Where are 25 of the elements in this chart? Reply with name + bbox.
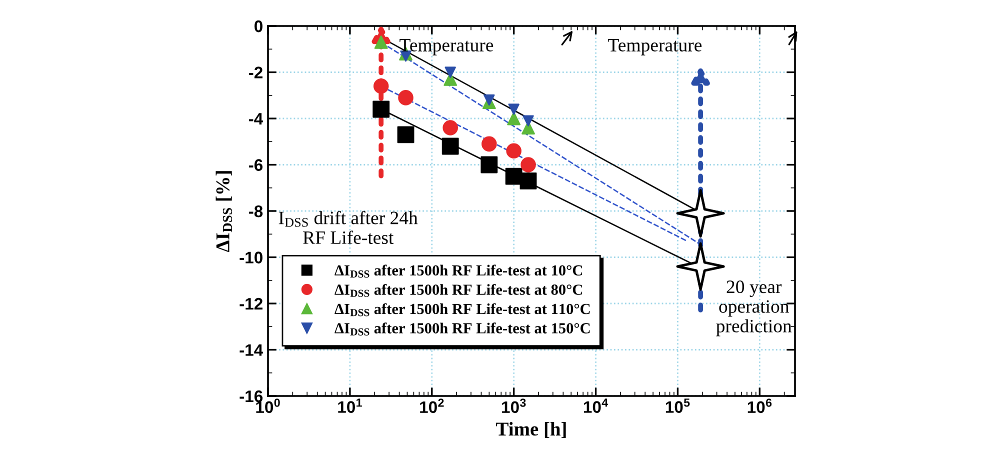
- legend-label: ΔI$_{DSS}$ after 1500h RF Life-test at 10°C: [334, 264, 582, 278]
- y-tick-label: -4: [248, 113, 264, 125]
- y-tick-label: -6: [248, 159, 263, 171]
- y-axis-title: ΔI$_{DSS}$ [%]: [216, 171, 232, 252]
- x-tick-label: 10$^{5}$: [666, 398, 690, 413]
- x-axis-title: Time [h]: [496, 422, 566, 438]
- annotation: Temperature: [608, 39, 702, 56]
- x-tick-label: 10$^{3}$: [502, 398, 526, 414]
- annotation: I$_{DSS}$ drift after 24h RF Life-test: [278, 210, 418, 244]
- x-tick-label: 10$^{4}$: [584, 398, 608, 413]
- legend-label: ΔI$_{DSS}$ after 1500h RF Life-test at 80°C: [334, 284, 582, 297]
- legend-label: ΔI$_{DSS}$ after 1500h RF Life-test at 110°C: [334, 303, 590, 316]
- y-tick-label: -12: [240, 298, 262, 310]
- legend-label: ΔI$_{DSS}$ after 1500h RF Life-test at 150°C: [334, 322, 590, 336]
- annotation: Temperature: [400, 39, 494, 56]
- x-tick-label: 10$^{6}$: [748, 398, 772, 414]
- y-tick-label: -10: [240, 252, 262, 264]
- y-tick-label: -2: [248, 66, 262, 78]
- x-tick-label: 10$^{2}$: [420, 398, 444, 414]
- y-tick-label: -16: [240, 390, 263, 402]
- y-tick-label: -14: [240, 344, 264, 356]
- annotation: 20 year operation prediction: [716, 280, 792, 336]
- y-tick-label: 0: [254, 20, 262, 32]
- y-tick-label: -8: [248, 205, 263, 218]
- x-tick-label: 10$^{1}$: [338, 398, 362, 413]
